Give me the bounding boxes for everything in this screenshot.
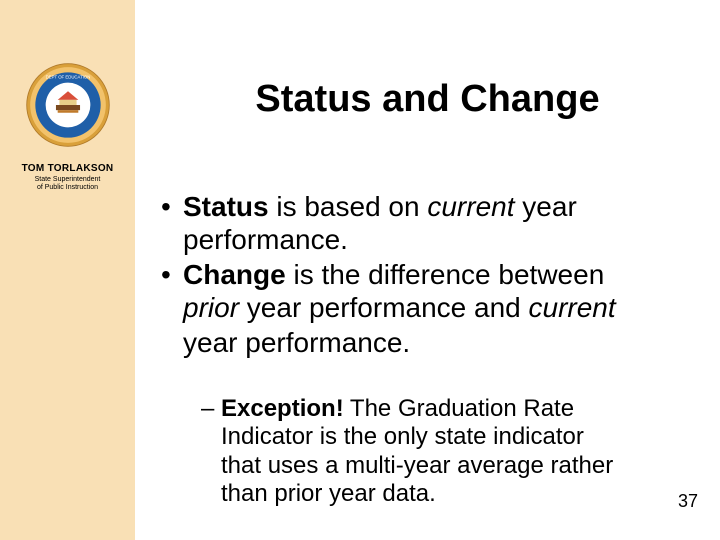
- official-name: TOM TORLAKSON: [0, 163, 135, 174]
- sub-line-3: that uses a multi-year average rather: [201, 452, 701, 480]
- bullet-2: •Change is the difference between: [161, 258, 701, 291]
- sub-line-2: Indicator is the only state indicator: [201, 423, 701, 451]
- bullet-list: •Status is based on current year perform…: [161, 190, 701, 361]
- bullet-2-cont: prior year performance and current: [161, 291, 701, 324]
- svg-text:DEPT OF EDUCATION: DEPT OF EDUCATION: [46, 74, 91, 79]
- slide-title: Status and Change: [135, 78, 720, 121]
- official-title-line1: State Superintendent: [35, 176, 101, 183]
- page-number: 37: [678, 491, 698, 512]
- bullet-1-cont: performance.: [161, 223, 701, 256]
- official-title-line2: of Public Instruction: [37, 184, 98, 191]
- sidebar: DEPT OF EDUCATION TOM TORLAKSON State Su…: [0, 0, 135, 540]
- official-title: State Superintendent of Public Instructi…: [0, 176, 135, 193]
- sub-bullet: –Exception! The Graduation Rate Indicato…: [201, 395, 701, 508]
- sub-line-1: –Exception! The Graduation Rate: [201, 395, 701, 423]
- dept-education-seal: DEPT OF EDUCATION: [25, 62, 111, 148]
- slide-content: Status and Change •Status is based on cu…: [135, 0, 720, 540]
- bullet-1: •Status is based on current year: [161, 190, 701, 223]
- sub-line-4: than prior year data.: [201, 480, 701, 508]
- bullet-2-cont2: year performance.: [161, 326, 701, 359]
